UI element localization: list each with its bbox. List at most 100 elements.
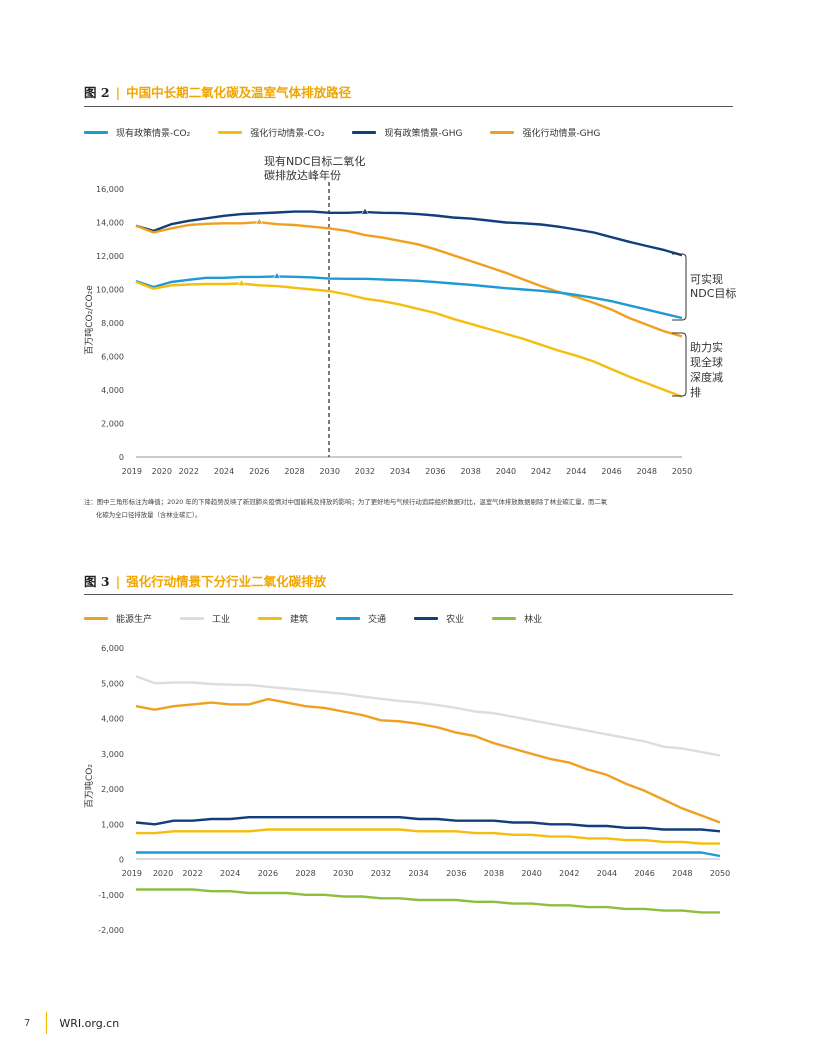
x-tick-label: 2034	[390, 467, 410, 476]
series-lines	[135, 207, 683, 398]
ndc-annotation-line2: 碳排放达峰年份	[264, 168, 341, 182]
footer-separator	[46, 1012, 48, 1034]
y-tick-label: 0	[119, 856, 124, 865]
note-line: 注：图中三角形标注为峰值；2020 年的下降趋势反映了新冠肺炎疫情对中国能耗及排…	[84, 498, 608, 506]
legend-label: 建筑	[290, 615, 309, 625]
y-tick-label: -1,000	[98, 891, 124, 900]
legend-item: 现有政策情景-GHG	[352, 126, 462, 139]
x-axis-ticks: 2019 2020 2022 2024 2026 2028 2030 2032 2034 2036…	[122, 467, 693, 476]
y-tick-label: 2,000	[101, 785, 124, 794]
page-number: 7	[24, 1017, 31, 1029]
legend-swatch	[258, 617, 283, 620]
legend-item: 现有政策情景-CO₂	[84, 126, 190, 139]
legend-label: 农业	[446, 615, 465, 625]
figure2-legend: 现有政策情景-CO₂ 强化行动情景-CO₂ 现有政策情景-GHG 强化行动情景-…	[84, 126, 628, 139]
figure2-number: 图 2	[84, 85, 110, 100]
x-tick-label: 2020	[153, 869, 173, 878]
series-line	[135, 210, 683, 257]
brace-deep	[672, 332, 687, 397]
x-tick-label: 2026	[249, 467, 269, 476]
legend-item: 工业	[180, 612, 230, 625]
brace-deep-line3: 深度减	[690, 370, 723, 384]
legend-label: 交通	[368, 615, 387, 625]
x-tick-label: 2032	[371, 869, 391, 878]
series-line	[135, 816, 721, 833]
legend-item: 强化行动情景-GHG	[490, 126, 600, 139]
footer-link[interactable]: WRI.org.cn	[59, 1016, 120, 1030]
title-separator: |	[115, 574, 121, 589]
x-tick-label: 2042	[531, 467, 551, 476]
title-separator: |	[115, 85, 121, 100]
legend-label: 强化行动情景-GHG	[522, 129, 601, 139]
series-line	[135, 675, 721, 757]
legend-item: 建筑	[258, 612, 308, 625]
legend-item: 林业	[492, 612, 542, 625]
x-tick-label: 2024	[214, 467, 234, 476]
y-axis-ticks: 0 2,000 4,000 6,000 8,000 10,000 12,000 14,000 1…	[96, 185, 124, 462]
brace-ndc-line1: 可实现	[690, 272, 723, 286]
x-tick-label: 2040	[521, 869, 541, 878]
legend-label: 工业	[212, 615, 231, 625]
x-tick-label: 2030	[320, 467, 340, 476]
x-tick-label: 2038	[460, 467, 480, 476]
series-lines	[135, 675, 721, 914]
x-tick-label: 2048	[672, 869, 692, 878]
brace-ndc	[672, 253, 687, 321]
brace-ndc-line2: NDC目标	[690, 286, 736, 300]
x-tick-label: 2040	[496, 467, 516, 476]
legend-swatch	[84, 131, 108, 134]
legend-swatch	[490, 131, 515, 134]
figure3-rule	[84, 594, 733, 595]
y-tick-label: 16,000	[96, 185, 124, 194]
figure2-rule	[84, 106, 733, 107]
legend-item: 能源生产	[84, 612, 152, 625]
y-tick-label: 14,000	[96, 219, 124, 228]
x-tick-label: 2034	[408, 869, 428, 878]
x-tick-label: 2046	[634, 869, 654, 878]
figure3-legend: 能源生产 工业 建筑 交通 农业 林业	[84, 612, 570, 625]
legend-item: 交通	[336, 612, 386, 625]
y-tick-label: 10,000	[96, 286, 124, 295]
y-axis-title: 百万吨CO₂	[83, 764, 95, 808]
x-tick-label: 2032	[355, 467, 375, 476]
y-tick-label: 5,000	[101, 679, 124, 688]
x-tick-label: 2030	[333, 869, 353, 878]
x-tick-label: 2022	[179, 467, 199, 476]
y-tick-label: 4,000	[101, 386, 124, 395]
x-tick-label: 2028	[295, 869, 315, 878]
ndc-annotation-line1: 现有NDC目标二氧化	[264, 154, 365, 168]
x-tick-label: 2044	[566, 467, 586, 476]
legend-label: 现有政策情景-CO₂	[116, 129, 191, 139]
legend-swatch	[352, 131, 377, 134]
y-tick-label: 2,000	[101, 420, 124, 429]
y-tick-label: 12,000	[96, 252, 124, 261]
x-tick-label: 2050	[710, 869, 730, 878]
x-tick-label: 2046	[601, 467, 621, 476]
legend-label: 现有政策情景-GHG	[384, 129, 463, 139]
y-tick-label: 4,000	[101, 715, 124, 724]
series-line	[135, 280, 683, 398]
x-tick-label: 2019	[122, 467, 142, 476]
legend-item: 强化行动情景-CO₂	[218, 126, 324, 139]
figure2-note: 注：图中三角形标注为峰值；2020 年的下降趋势反映了新冠肺炎疫情对中国能耗及排…	[84, 496, 734, 522]
x-tick-label: 2019	[122, 869, 142, 878]
note-line: 化碳为全口径排放量（含林业碳汇）。	[96, 511, 202, 519]
figure3-number: 图 3	[84, 574, 110, 589]
x-tick-label: 2020	[152, 467, 172, 476]
y-tick-label: 6,000	[101, 353, 124, 362]
legend-swatch	[336, 617, 361, 620]
legend-swatch	[218, 131, 243, 134]
peak-marker-icon	[360, 207, 369, 215]
y-tick-label: 0	[119, 453, 124, 462]
peak-marker-icon	[272, 271, 281, 279]
peak-marker-icon	[255, 217, 264, 225]
series-line	[136, 851, 721, 858]
x-tick-label: 2022	[182, 869, 202, 878]
figure2-title-text: 中国中长期二氧化碳及温室气体排放路径	[126, 85, 352, 100]
legend-item: 农业	[414, 612, 464, 625]
legend-swatch	[492, 617, 517, 620]
x-tick-label: 2048	[637, 467, 657, 476]
series-line	[136, 828, 720, 845]
brace-deep-line2: 现全球	[690, 355, 723, 369]
legend-label: 能源生产	[116, 615, 153, 625]
